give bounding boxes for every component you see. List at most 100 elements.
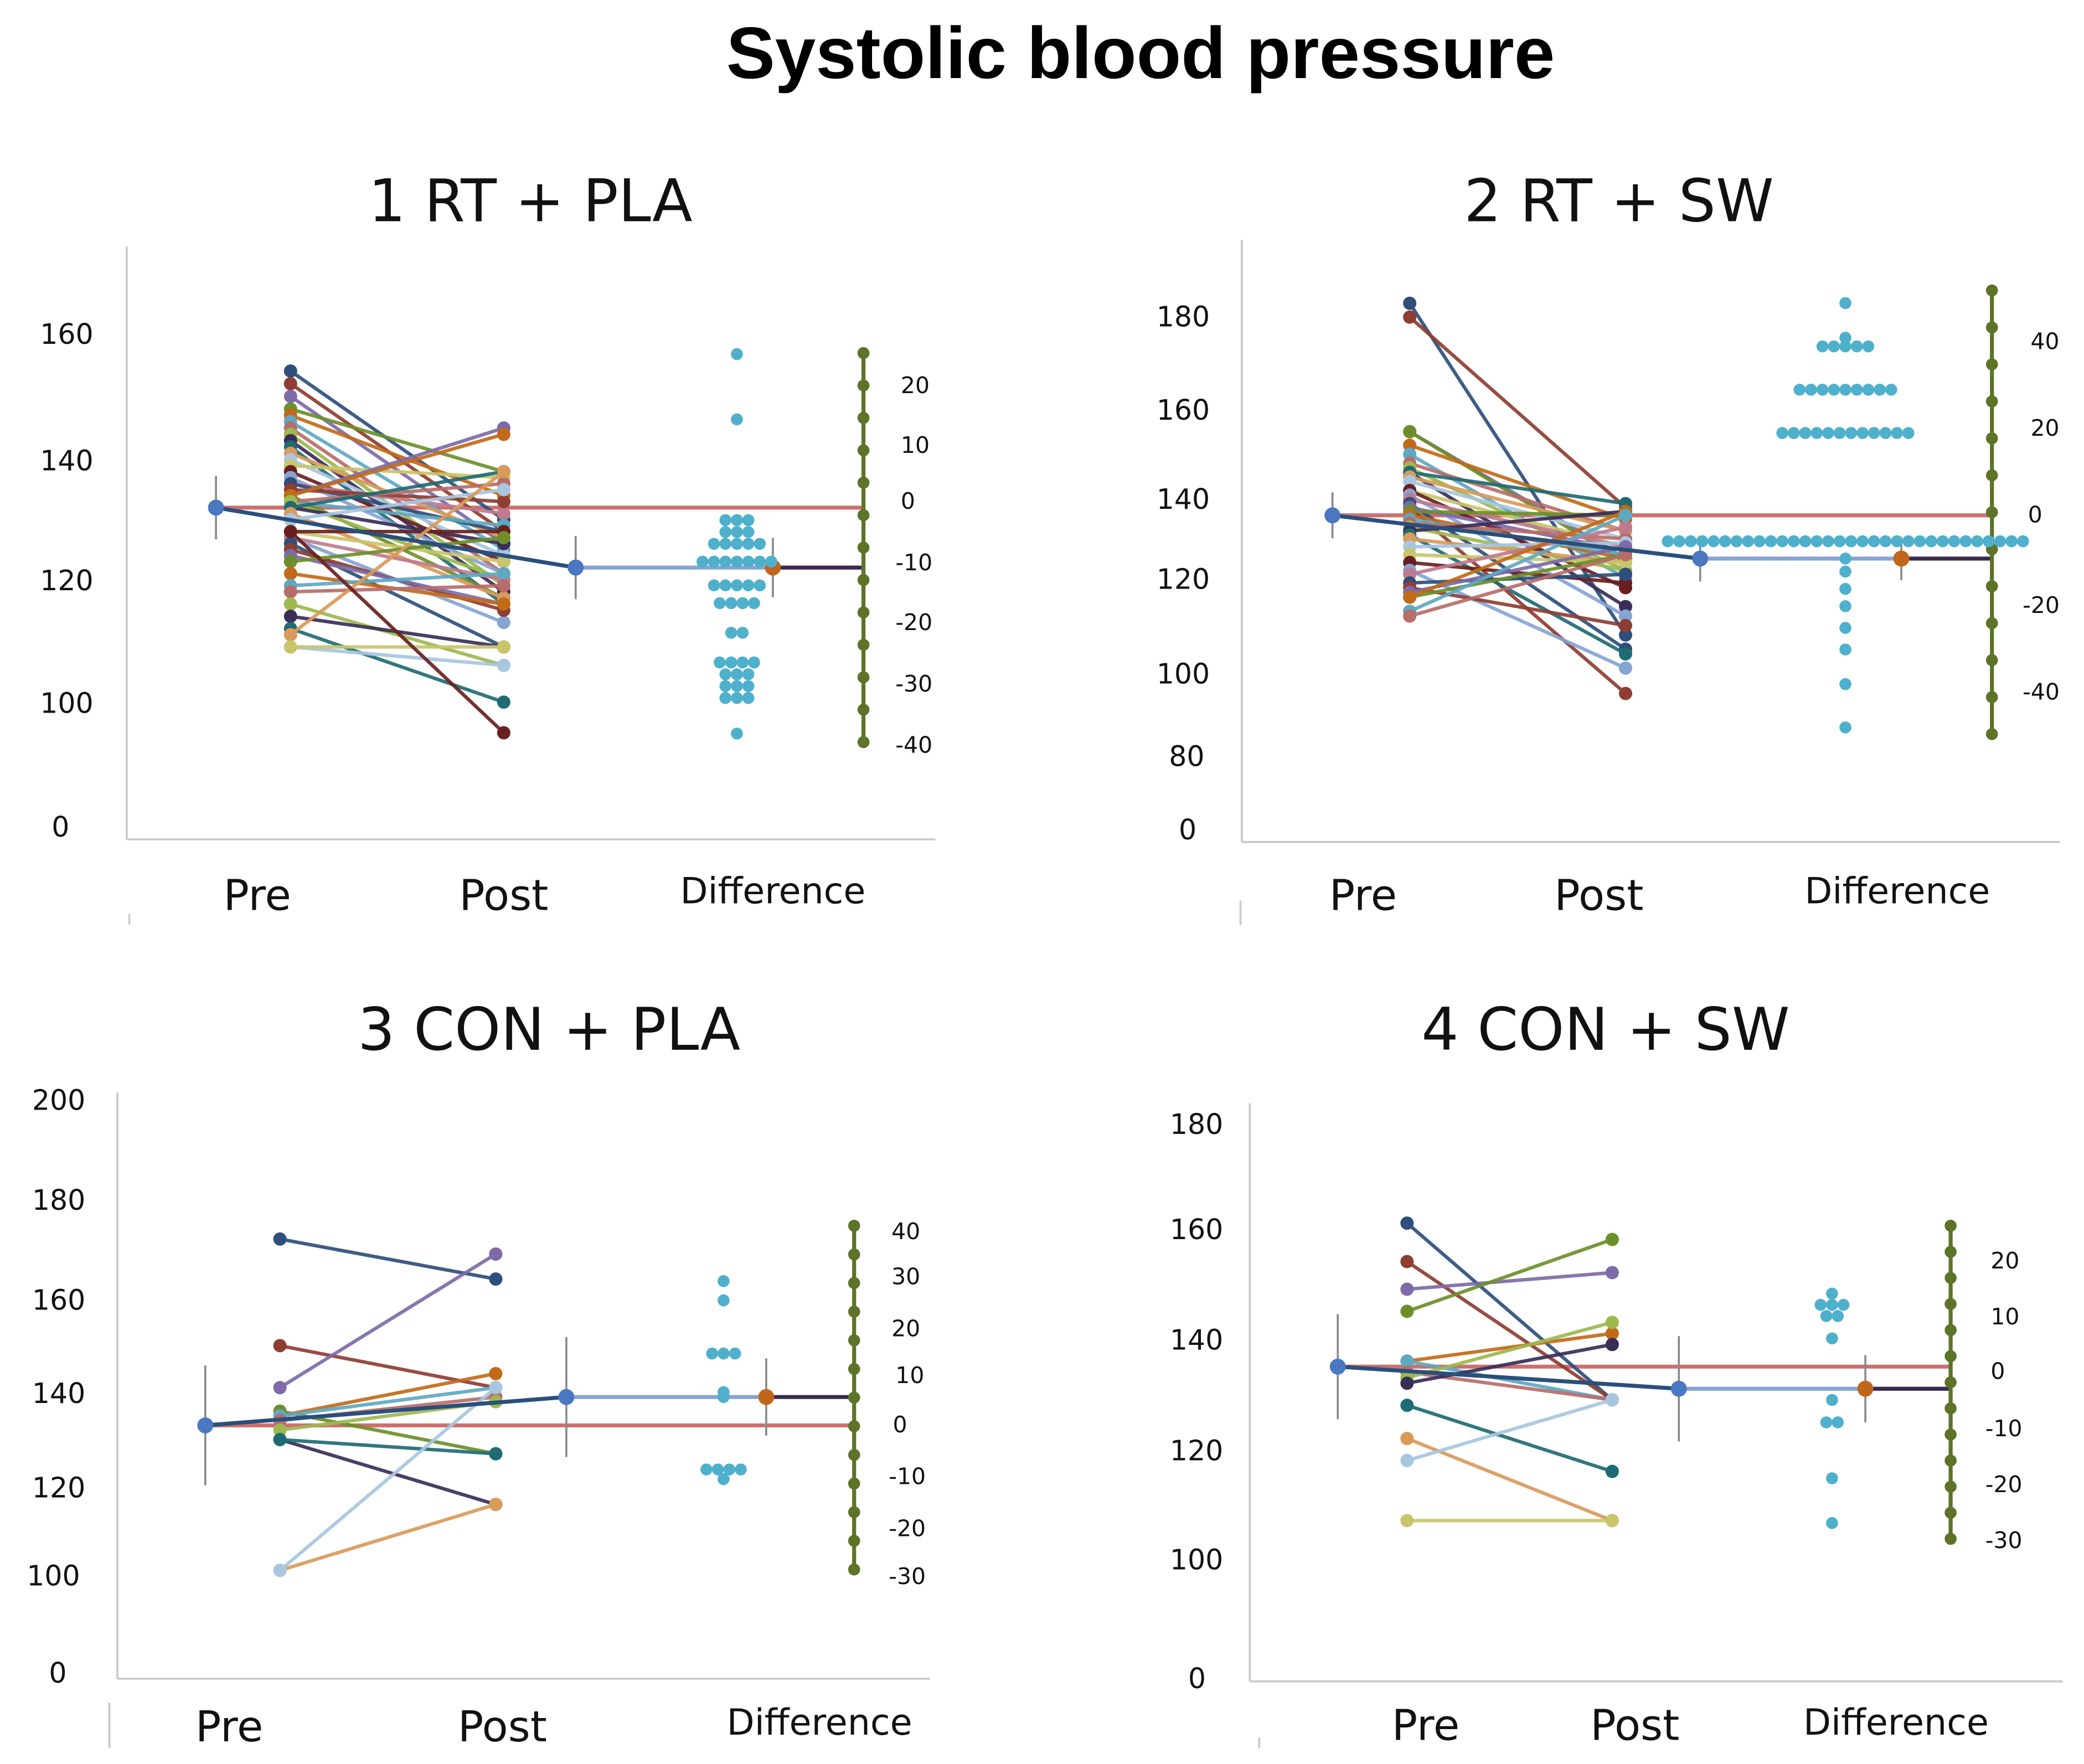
participant-pre-point	[1400, 1282, 1414, 1296]
difference-point	[1828, 384, 1840, 396]
panel-4: 4 CON + SW 180 160 140 120 100 0 20 10 0…	[1170, 996, 2063, 1751]
difference-axis-dot	[848, 1506, 860, 1519]
difference-point	[736, 597, 749, 610]
participant-post-point	[1605, 1316, 1619, 1329]
difference-axis-dot	[857, 347, 870, 359]
participant-line	[1407, 1271, 1613, 1291]
difference-point	[731, 514, 743, 527]
participant-pre-point	[283, 610, 297, 623]
secondary-tick-label: -30	[1985, 1527, 2023, 1554]
participant-pre-point	[283, 597, 297, 611]
difference-point	[1839, 297, 1851, 310]
difference-point	[719, 514, 732, 527]
difference-axis-dot	[1985, 728, 1998, 740]
difference-point	[714, 656, 726, 669]
y-tick-label: 160	[40, 318, 93, 350]
mean-change-line	[1332, 513, 1701, 561]
difference-point	[1879, 535, 1892, 548]
participant-line	[290, 482, 504, 515]
difference-point	[1822, 535, 1834, 548]
difference-point	[754, 555, 766, 568]
secondary-tick-label: 0	[2028, 501, 2042, 528]
secondary-tick-label: 20	[901, 372, 930, 399]
secondary-tick-label: 0	[901, 488, 915, 514]
panel-title: 3 CON + PLA	[358, 996, 740, 1064]
difference-point	[1826, 1517, 1838, 1529]
difference-point	[725, 597, 737, 610]
participant-post-point	[1605, 1266, 1619, 1280]
difference-point	[731, 579, 743, 592]
difference-point	[1828, 340, 1840, 353]
difference-point	[1879, 427, 1892, 439]
participant-line	[278, 1252, 497, 1389]
category-label-difference: Difference	[680, 871, 865, 912]
difference-point	[729, 1347, 741, 1360]
y-tick-label: 120	[40, 564, 93, 597]
y-tick-label: 180	[1157, 301, 1210, 333]
difference-point	[1816, 340, 1829, 353]
mean-pre-point	[1324, 507, 1341, 524]
mean-difference-point	[758, 1389, 775, 1405]
y-tick-label: 0	[51, 811, 69, 843]
y-tick-label: 0	[49, 1657, 66, 1689]
participant-line	[1406, 1321, 1613, 1380]
participant-line	[290, 535, 504, 581]
difference-point	[1805, 384, 1817, 396]
participant-pre-point	[1400, 1514, 1414, 1528]
difference-axis-dot	[857, 444, 870, 457]
difference-point	[1839, 384, 1851, 396]
difference-axis-dot	[848, 1220, 860, 1232]
y-tick-label: 100	[40, 687, 93, 719]
difference-point	[708, 579, 720, 592]
y-tick-label: 200	[32, 1084, 85, 1116]
y-tick-label: 100	[1170, 1544, 1223, 1576]
difference-point	[706, 1347, 719, 1360]
participant-line	[290, 414, 504, 498]
secondary-tick-label: 0	[1990, 1358, 2005, 1385]
difference-axis-dot	[857, 736, 870, 749]
participant-line	[1409, 461, 1626, 533]
difference-point	[735, 1463, 747, 1476]
participant-line	[1409, 553, 1626, 599]
difference-point	[719, 579, 732, 592]
participant-post-point	[497, 726, 510, 740]
difference-axis-dot	[857, 638, 870, 651]
participant-line	[290, 627, 504, 704]
secondary-tick-label: 20	[891, 1316, 920, 1342]
participant-line	[279, 1438, 497, 1507]
participant-post-point	[1618, 568, 1633, 581]
difference-point	[1885, 384, 1897, 396]
participant-pre-point	[273, 1564, 287, 1577]
difference-point	[742, 526, 755, 538]
category-label-difference: Difference	[1804, 871, 1990, 912]
difference-point	[765, 555, 777, 568]
participant-line	[1406, 1437, 1613, 1523]
difference-point	[1822, 427, 1834, 439]
mean-change-line	[215, 506, 576, 570]
difference-axis-dot	[857, 703, 870, 716]
difference-axis-dot	[848, 1448, 860, 1461]
participant-line	[1406, 1398, 1613, 1462]
difference-point	[1684, 535, 1697, 548]
difference-point	[1839, 565, 1851, 578]
difference-point	[731, 668, 743, 680]
participant-line	[1409, 545, 1626, 595]
plot-marks	[1324, 284, 2029, 740]
participant-line	[290, 432, 505, 587]
participant-post-point	[1618, 609, 1633, 623]
difference-point	[2005, 535, 2018, 548]
difference-point	[1839, 622, 1851, 634]
participant-line	[290, 488, 504, 522]
difference-axis-dot	[1985, 284, 1998, 297]
participant-line	[290, 482, 504, 504]
difference-point	[2016, 535, 2029, 548]
difference-point	[1826, 1472, 1838, 1484]
difference-point	[1788, 535, 1800, 548]
participant-line	[280, 1237, 496, 1281]
category-label-difference: Difference	[1803, 1702, 1989, 1744]
difference-axis-dot	[848, 1563, 860, 1576]
participant-post-point	[497, 658, 510, 672]
difference-axis-dot	[857, 671, 870, 684]
secondary-tick-label: -30	[895, 670, 932, 697]
difference-point	[1753, 535, 1766, 548]
